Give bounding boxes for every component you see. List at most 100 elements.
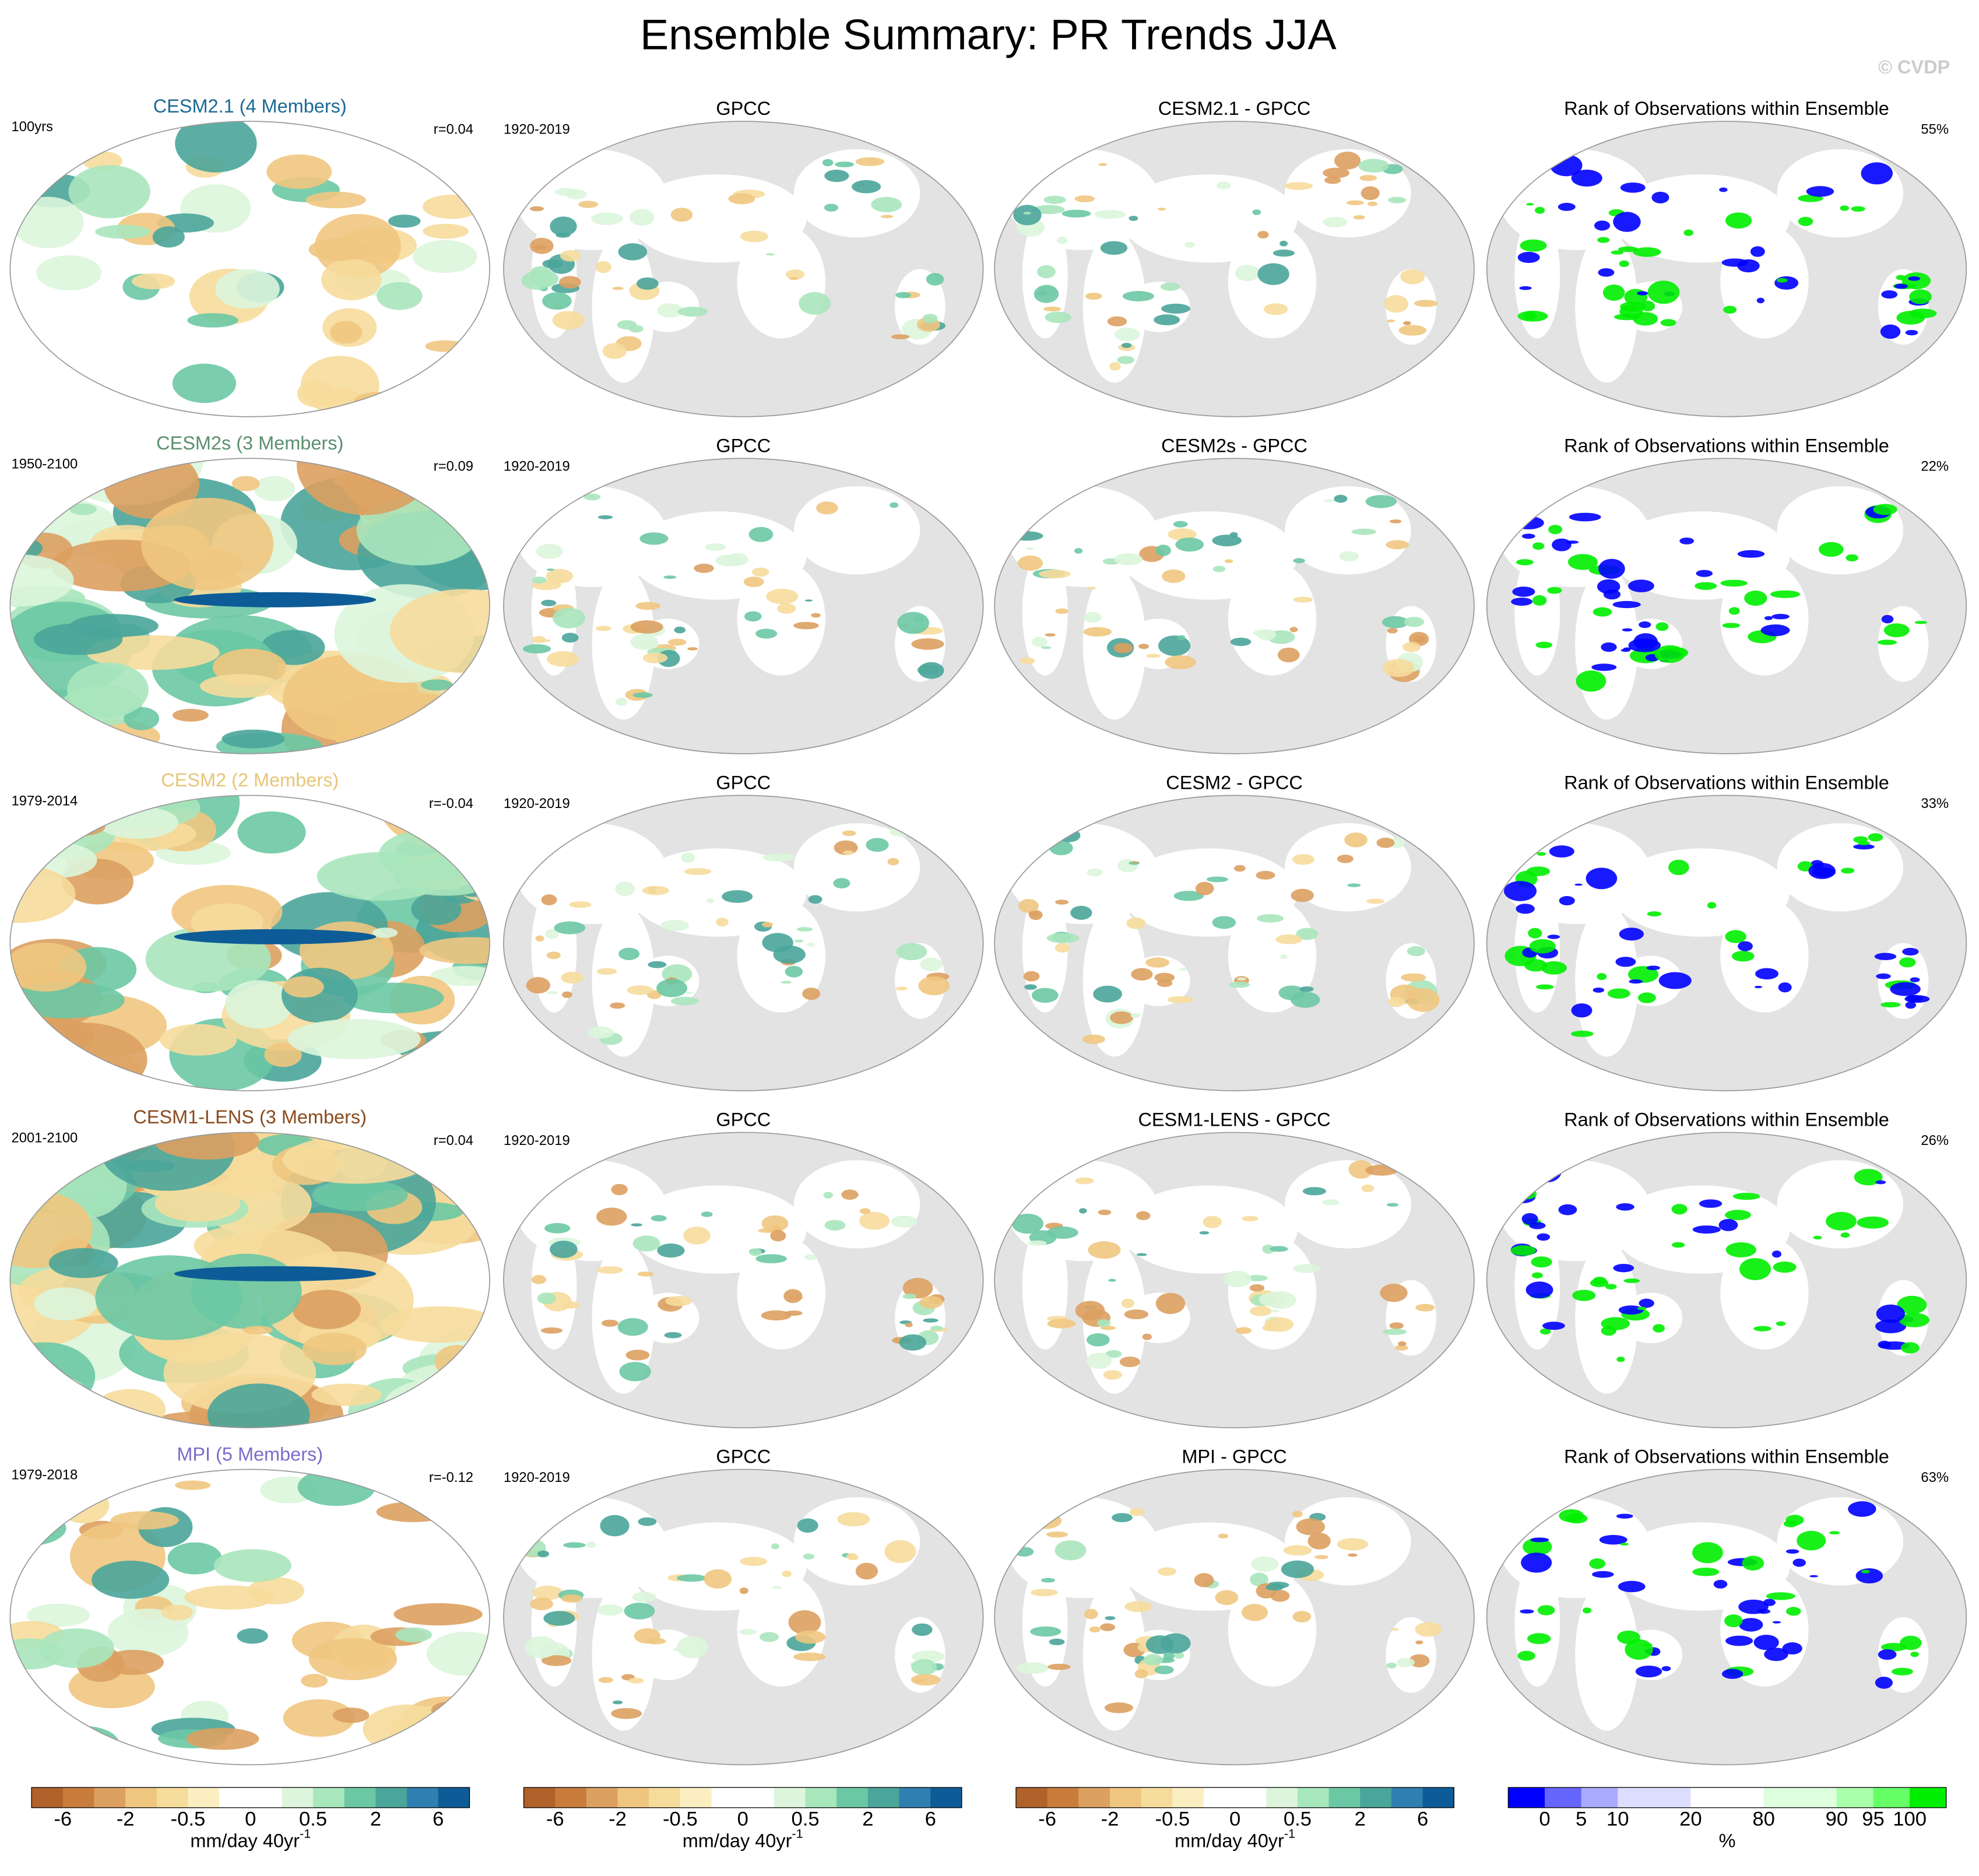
map-pattern bbox=[1880, 324, 1901, 339]
map-pattern bbox=[544, 1502, 574, 1517]
map-pattern bbox=[595, 626, 611, 631]
map-pattern bbox=[1224, 559, 1233, 563]
map-pattern bbox=[1851, 206, 1865, 212]
map-pattern bbox=[632, 1235, 660, 1252]
map-pattern bbox=[1389, 837, 1405, 848]
map-pattern bbox=[1175, 537, 1204, 552]
map-pattern bbox=[1323, 217, 1348, 227]
map-pattern bbox=[38, 1628, 114, 1668]
map-pattern bbox=[739, 1587, 748, 1594]
map-pattern bbox=[824, 203, 838, 212]
map-pattern bbox=[656, 979, 688, 997]
map-pattern bbox=[1699, 1199, 1723, 1208]
map-pattern bbox=[627, 985, 653, 995]
map-pattern bbox=[1597, 973, 1607, 981]
map-pattern bbox=[760, 1632, 779, 1642]
map-pattern bbox=[1154, 1665, 1174, 1674]
map-pattern bbox=[1613, 212, 1641, 232]
map-outline bbox=[994, 121, 1475, 417]
map-pattern bbox=[1033, 205, 1065, 215]
map-pattern bbox=[1409, 1654, 1430, 1668]
colorbar-box bbox=[31, 1787, 64, 1808]
map-pattern bbox=[421, 679, 453, 691]
map-pattern bbox=[1643, 1643, 1653, 1646]
map-pattern bbox=[642, 886, 669, 895]
map-pattern bbox=[1616, 1203, 1634, 1211]
map-pattern bbox=[1088, 1241, 1121, 1259]
map-pattern bbox=[1523, 311, 1537, 321]
map-pattern bbox=[657, 1243, 685, 1258]
land bbox=[1285, 486, 1411, 575]
map-pattern bbox=[1846, 554, 1858, 561]
map-pattern bbox=[187, 313, 238, 328]
map-pattern bbox=[843, 850, 854, 855]
map-pattern bbox=[1875, 1180, 1886, 1185]
map-pattern bbox=[1212, 565, 1226, 572]
map-pattern bbox=[595, 261, 611, 273]
map-pattern bbox=[601, 1319, 618, 1327]
map-pattern bbox=[785, 269, 805, 280]
map-pattern bbox=[1881, 614, 1894, 624]
map-pattern bbox=[1574, 883, 1583, 886]
colorbar-label: 0 bbox=[1539, 1808, 1550, 1831]
map-pattern bbox=[1122, 291, 1154, 301]
panel-title: CESM2.1 - GPCC bbox=[1158, 98, 1311, 119]
map-pattern bbox=[525, 1636, 558, 1659]
map-pattern bbox=[1212, 535, 1242, 547]
map-pattern bbox=[1511, 598, 1532, 606]
map-pattern bbox=[1036, 290, 1048, 296]
map-pattern bbox=[1826, 1211, 1857, 1231]
map-pattern bbox=[1512, 586, 1535, 597]
colorbar-label: -2 bbox=[1101, 1808, 1119, 1831]
map-pattern bbox=[728, 193, 755, 205]
map-pattern bbox=[1403, 321, 1411, 325]
map-pattern bbox=[35, 722, 132, 754]
map-pattern bbox=[1365, 1164, 1398, 1176]
period-label: 1979-2018 bbox=[11, 1467, 78, 1483]
map-pattern bbox=[1235, 265, 1260, 282]
colorbar-box bbox=[219, 1787, 251, 1808]
map-pattern bbox=[1639, 1298, 1654, 1308]
map-pattern bbox=[1547, 586, 1562, 594]
map-pattern bbox=[694, 563, 714, 573]
land bbox=[1386, 269, 1436, 345]
map-pattern bbox=[1384, 295, 1409, 313]
colorbar-box bbox=[62, 1787, 95, 1808]
map-pattern bbox=[561, 1594, 582, 1603]
colorbar-box bbox=[1266, 1787, 1298, 1808]
map-pattern bbox=[1031, 988, 1059, 1003]
map-pattern bbox=[420, 698, 490, 754]
map-pattern bbox=[722, 890, 753, 903]
colorbar-label: -0.5 bbox=[663, 1808, 698, 1831]
panel-title: GPCC bbox=[716, 1109, 771, 1130]
map-outline bbox=[503, 458, 984, 754]
map-pattern bbox=[1655, 622, 1669, 631]
map-pattern bbox=[1622, 628, 1633, 632]
map-pattern bbox=[1098, 1209, 1112, 1215]
colorbar-box bbox=[617, 1787, 649, 1808]
map-pattern bbox=[797, 1518, 818, 1533]
map-pattern bbox=[321, 259, 382, 301]
map-pattern bbox=[1535, 984, 1554, 990]
map-pattern bbox=[541, 894, 557, 905]
map-pattern bbox=[389, 589, 490, 673]
colorbar-box bbox=[555, 1787, 587, 1808]
map-pattern bbox=[841, 1189, 859, 1200]
period-label: 1920-2019 bbox=[504, 459, 570, 475]
map-pattern bbox=[1857, 1216, 1889, 1229]
map-pattern bbox=[154, 1132, 259, 1160]
map-pattern bbox=[10, 982, 125, 1018]
map-pattern bbox=[1517, 251, 1540, 264]
map-pattern bbox=[1398, 325, 1427, 336]
map-pattern bbox=[1571, 1003, 1593, 1018]
map-pattern bbox=[1692, 1542, 1723, 1564]
map-pattern bbox=[1858, 841, 1871, 845]
colorbar-box bbox=[1360, 1787, 1392, 1808]
map-pattern bbox=[1273, 250, 1295, 257]
map-pattern bbox=[546, 159, 561, 166]
map-pattern bbox=[743, 577, 764, 588]
period-label: 1950-2100 bbox=[11, 456, 78, 472]
map-pattern bbox=[422, 194, 481, 219]
map-pattern bbox=[617, 320, 637, 330]
